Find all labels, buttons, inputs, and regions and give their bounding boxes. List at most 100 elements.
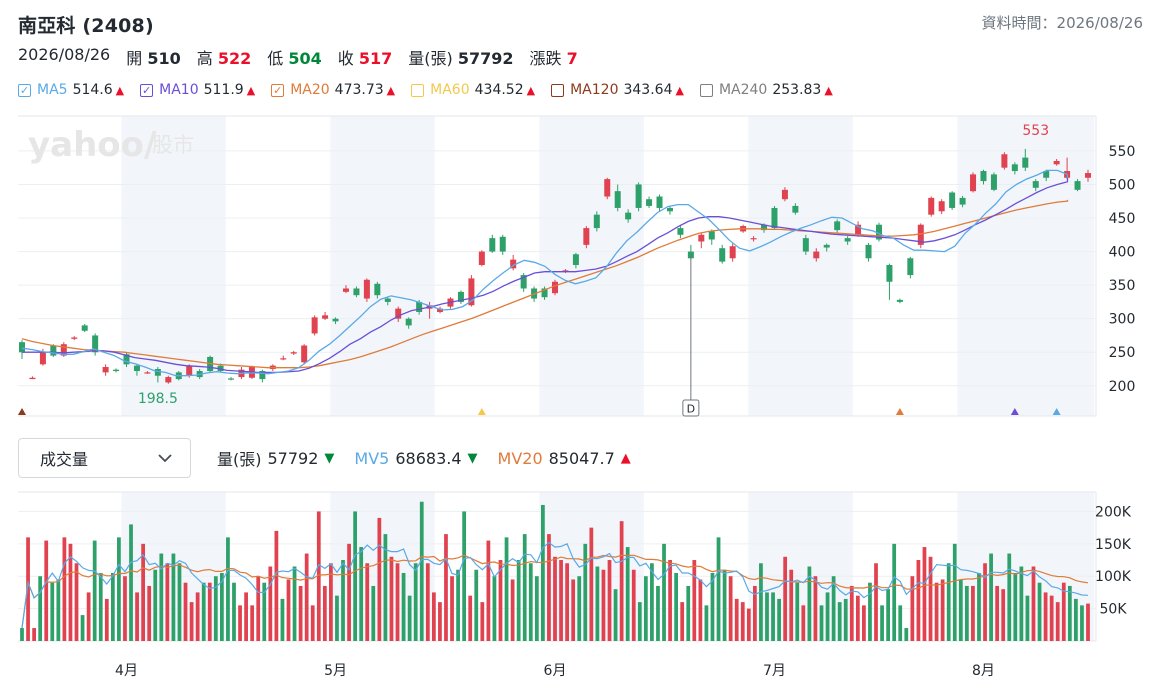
volume-bar <box>135 592 139 641</box>
vol-tick-label: 150K <box>1095 537 1132 553</box>
month-band <box>748 492 853 641</box>
volume-bar <box>56 579 61 641</box>
ma-toggle-ma120[interactable]: MA120 343.64 ▲ <box>551 82 684 98</box>
volume-bar <box>995 585 1000 641</box>
ma20-line <box>21 199 1069 369</box>
x-tick-label: 8月 <box>972 663 995 679</box>
checkbox-icon[interactable]: ✓ <box>140 83 154 97</box>
volume-bar <box>395 563 400 641</box>
candle-body <box>896 299 903 302</box>
volume-bar <box>310 605 315 641</box>
volume-bar <box>637 602 642 641</box>
candle <box>959 195 966 208</box>
candle <box>719 244 726 264</box>
candle-body <box>301 345 308 363</box>
volume-bar <box>795 582 800 641</box>
candle-body <box>71 337 78 339</box>
low-value: 504 <box>288 49 322 68</box>
volume-bar <box>62 537 67 641</box>
price-chart[interactable]: 200 250 300 350 400 450 500 550 yahoo/股市 553 198.5… <box>0 114 1167 434</box>
up-arrow-icon: ▲ <box>824 83 833 97</box>
candle-body <box>990 174 997 190</box>
vol-value: 57792 <box>267 448 319 468</box>
volume-bar <box>474 569 479 641</box>
mv5-line <box>21 541 1089 629</box>
volume-bar <box>486 540 491 641</box>
checkbox-icon[interactable] <box>411 83 425 97</box>
volume-bar <box>431 592 436 641</box>
volume-bar <box>1031 566 1036 641</box>
ma-toggle-ma60[interactable]: MA60 434.52 ▲ <box>411 82 535 98</box>
ma-toggle-ma5[interactable]: ✓ MA5 514.6 ▲ <box>18 82 124 98</box>
ma-value: 511.9 <box>203 82 244 98</box>
candle-body <box>886 264 893 282</box>
candle <box>133 363 140 376</box>
vol-indicator: 量(張) 57792 ▼ <box>217 448 335 470</box>
ma-toggle-ma240[interactable]: MA240 253.83 ▲ <box>699 82 833 98</box>
candle <box>311 315 318 336</box>
candle <box>990 172 997 192</box>
x-tick-label: 5月 <box>324 663 347 679</box>
candle <box>1011 162 1018 175</box>
candle-body <box>353 288 360 296</box>
change-item: 漲跌 7 <box>529 49 578 68</box>
volume-bar <box>813 576 818 641</box>
candle-body <box>970 174 977 192</box>
candle <box>395 306 402 323</box>
candle <box>583 226 590 249</box>
volume-bar <box>643 576 648 641</box>
ma-toggle-ma20[interactable]: ✓ MA20 473.73 ▲ <box>271 82 395 98</box>
checkbox-icon[interactable] <box>551 83 565 97</box>
candle-body <box>290 352 297 354</box>
indicator-select[interactable]: 成交量 <box>18 438 191 478</box>
volume-bar <box>104 598 109 641</box>
yahoo-logo: yahoo/ <box>28 125 157 165</box>
ma-legend: ✓ MA5 514.6 ▲ ✓ MA10 511.9 ▲ ✓ MA20 473.73 ▲ MA60 434… <box>18 82 849 98</box>
volume-bar <box>910 576 915 641</box>
candle <box>290 350 297 355</box>
volume-bar <box>789 569 794 641</box>
candle <box>520 273 527 292</box>
volume-bar <box>316 511 321 641</box>
marker-box <box>682 399 700 417</box>
y-tick-label: 550 <box>1109 144 1136 160</box>
ma-toggle-ma10[interactable]: ✓ MA10 511.9 ▲ <box>140 82 255 98</box>
volume-bar <box>165 563 170 641</box>
candle-body <box>572 254 579 265</box>
volume-chart[interactable]: 50K 100K 150K 200K 4月 5月 6月 7月 8月 <box>0 486 1167 686</box>
volume-bar <box>244 592 248 641</box>
checkbox-icon[interactable] <box>699 83 713 97</box>
y-tick-label: 350 <box>1109 278 1136 294</box>
volume-bar <box>613 589 618 641</box>
volume-bar <box>304 553 309 641</box>
volume-bar <box>698 579 703 641</box>
ma5-line <box>21 169 1069 377</box>
checkbox-icon[interactable]: ✓ <box>271 83 285 97</box>
candle <box>886 263 893 300</box>
volume-bar <box>80 615 85 641</box>
candle <box>92 333 99 356</box>
checkbox-icon[interactable]: ✓ <box>18 83 31 97</box>
candle-body <box>228 378 235 380</box>
candle-body <box>1011 164 1018 172</box>
volume-bar <box>438 602 442 641</box>
change-value: 7 <box>566 49 578 68</box>
ma-name: MA20 <box>290 82 330 98</box>
candle-body <box>259 371 266 380</box>
candle-body <box>81 325 88 331</box>
volume-bar <box>123 576 127 641</box>
candle <box>844 236 851 245</box>
volume-bar <box>692 560 697 641</box>
volume-bar <box>389 556 394 641</box>
candle-body <box>677 228 684 235</box>
candle-body <box>1074 181 1081 190</box>
quote-date: 2026/08/26 <box>18 45 111 64</box>
volume-bar <box>462 511 467 641</box>
candle-body <box>1022 157 1029 168</box>
candle <box>562 269 569 274</box>
candle <box>729 243 736 262</box>
event-marker-icon <box>477 408 486 415</box>
volume-bar <box>117 537 121 641</box>
ohlc-bar: 2026/08/26 開 510 高 522 低 504 收 517 量(張) … <box>18 45 594 69</box>
volume-bar <box>38 576 43 641</box>
